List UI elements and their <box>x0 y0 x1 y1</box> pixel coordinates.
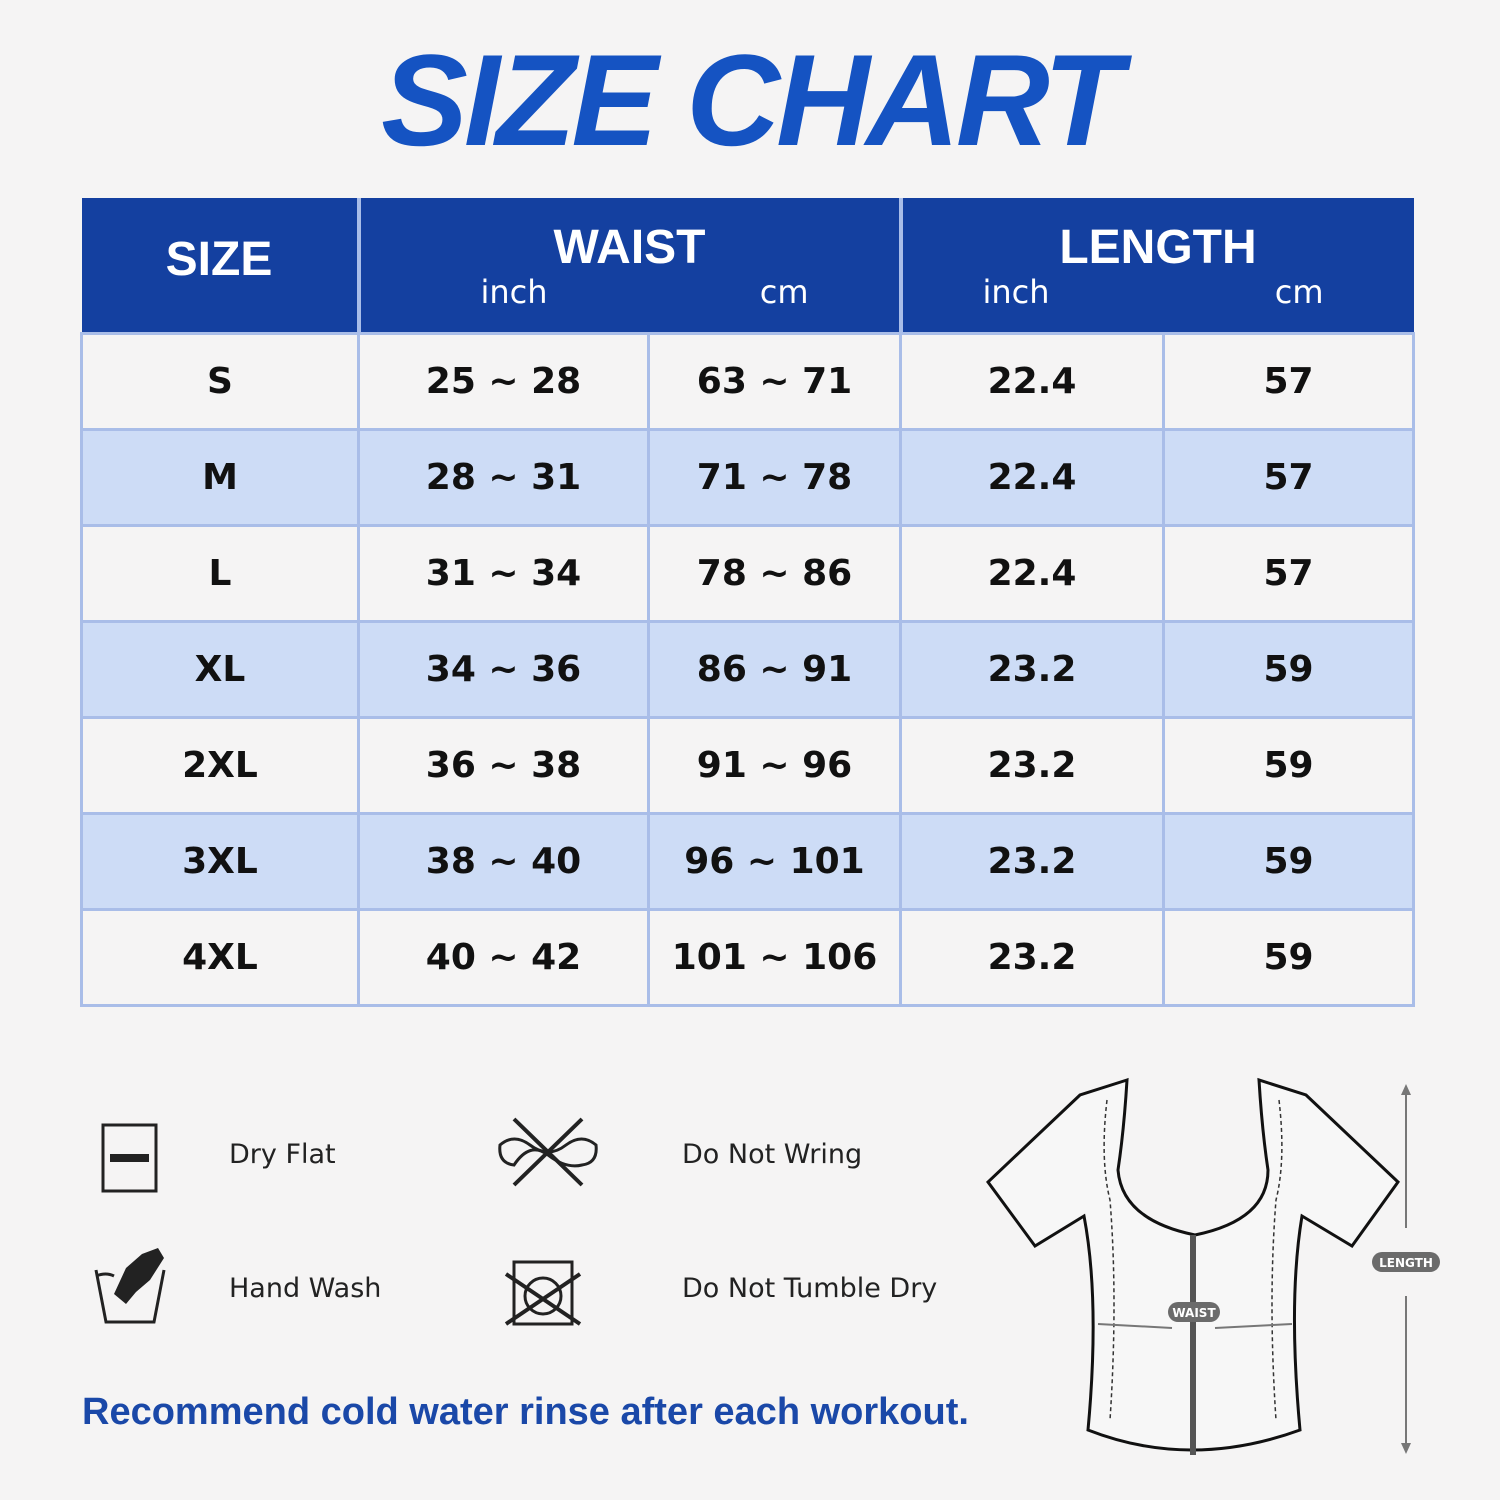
header-size-label: SIZE <box>165 233 273 286</box>
table-row: 4XL 40 ~ 42 101 ~ 106 23.2 59 <box>80 907 1415 1007</box>
cell-length-cm: 57 <box>1162 331 1415 431</box>
cell-waist-cm: 78 ~ 86 <box>647 523 902 623</box>
header-length-inch: inch <box>982 273 1050 311</box>
table-row: S 25 ~ 28 63 ~ 71 22.4 57 <box>80 331 1415 431</box>
cell-waist-cm: 86 ~ 91 <box>647 619 902 719</box>
cell-size: 2XL <box>80 715 360 815</box>
header-length-cm: cm <box>1274 273 1324 311</box>
cell-length-in: 23.2 <box>899 811 1165 911</box>
cell-waist-cm: 63 ~ 71 <box>647 331 902 431</box>
waist-label: WAIST <box>1172 1306 1216 1320</box>
cell-length-cm: 59 <box>1162 907 1415 1007</box>
header-waist-label: WAIST <box>553 221 706 274</box>
dry-flat-icon <box>101 1123 158 1193</box>
cell-waist-cm: 101 ~ 106 <box>647 907 902 1007</box>
header-waist-cm: cm <box>759 273 809 311</box>
care-do-not-tumble-dry: Do Not Tumble Dry <box>682 1273 938 1304</box>
do-not-wring-icon <box>498 1117 598 1187</box>
cell-length-cm: 57 <box>1162 523 1415 623</box>
cell-size: M <box>80 427 360 527</box>
table-row: XL 34 ~ 36 86 ~ 91 23.2 59 <box>80 619 1415 719</box>
cell-length-cm: 59 <box>1162 619 1415 719</box>
cell-length-cm: 57 <box>1162 427 1415 527</box>
cell-waist-in: 36 ~ 38 <box>357 715 650 815</box>
cell-length-in: 22.4 <box>899 427 1165 527</box>
cell-size: L <box>80 523 360 623</box>
cell-waist-in: 34 ~ 36 <box>357 619 650 719</box>
cell-size: 4XL <box>80 907 360 1007</box>
cell-length-in: 23.2 <box>899 907 1165 1007</box>
table-row: 2XL 36 ~ 38 91 ~ 96 23.2 59 <box>80 715 1415 815</box>
header-size: SIZE <box>81 198 361 333</box>
hand-wash-icon <box>94 1248 166 1324</box>
garment-diagram: WAIST LENGTH <box>986 1077 1440 1455</box>
size-table: SIZE WAIST inch cm LENGTH inch cm S 25 ~ … <box>80 198 1415 1007</box>
care-note: Recommend cold water rinse after each wo… <box>82 1391 969 1433</box>
page-title: SIZE CHART <box>381 27 1123 173</box>
cell-size: XL <box>80 619 360 719</box>
cell-size: 3XL <box>80 811 360 911</box>
cell-waist-in: 38 ~ 40 <box>357 811 650 911</box>
care-hand-wash: Hand Wash <box>229 1273 382 1304</box>
cell-length-cm: 59 <box>1162 811 1415 911</box>
cell-waist-cm: 96 ~ 101 <box>647 811 902 911</box>
cell-waist-cm: 71 ~ 78 <box>647 427 902 527</box>
header-waist: WAIST inch cm <box>358 198 903 333</box>
cell-waist-in: 28 ~ 31 <box>357 427 650 527</box>
care-dry-flat: Dry Flat <box>229 1139 336 1170</box>
do-not-tumble-dry-icon <box>504 1260 582 1326</box>
length-label: LENGTH <box>1379 1256 1433 1270</box>
header-waist-inch: inch <box>480 273 548 311</box>
cell-length-in: 22.4 <box>899 331 1165 431</box>
cell-waist-in: 25 ~ 28 <box>357 331 650 431</box>
cell-length-in: 23.2 <box>899 619 1165 719</box>
cell-waist-in: 40 ~ 42 <box>357 907 650 1007</box>
cell-waist-in: 31 ~ 34 <box>357 523 650 623</box>
cell-length-in: 23.2 <box>899 715 1165 815</box>
care-do-not-wring: Do Not Wring <box>682 1139 863 1170</box>
header-length: LENGTH inch cm <box>900 198 1414 333</box>
cell-length-in: 22.4 <box>899 523 1165 623</box>
cell-length-cm: 59 <box>1162 715 1415 815</box>
cell-waist-cm: 91 ~ 96 <box>647 715 902 815</box>
cell-size: S <box>80 331 360 431</box>
table-row: L 31 ~ 34 78 ~ 86 22.4 57 <box>80 523 1415 623</box>
table-row: 3XL 38 ~ 40 96 ~ 101 23.2 59 <box>80 811 1415 911</box>
table-row: M 28 ~ 31 71 ~ 78 22.4 57 <box>80 427 1415 527</box>
header-length-label: LENGTH <box>1059 221 1257 274</box>
